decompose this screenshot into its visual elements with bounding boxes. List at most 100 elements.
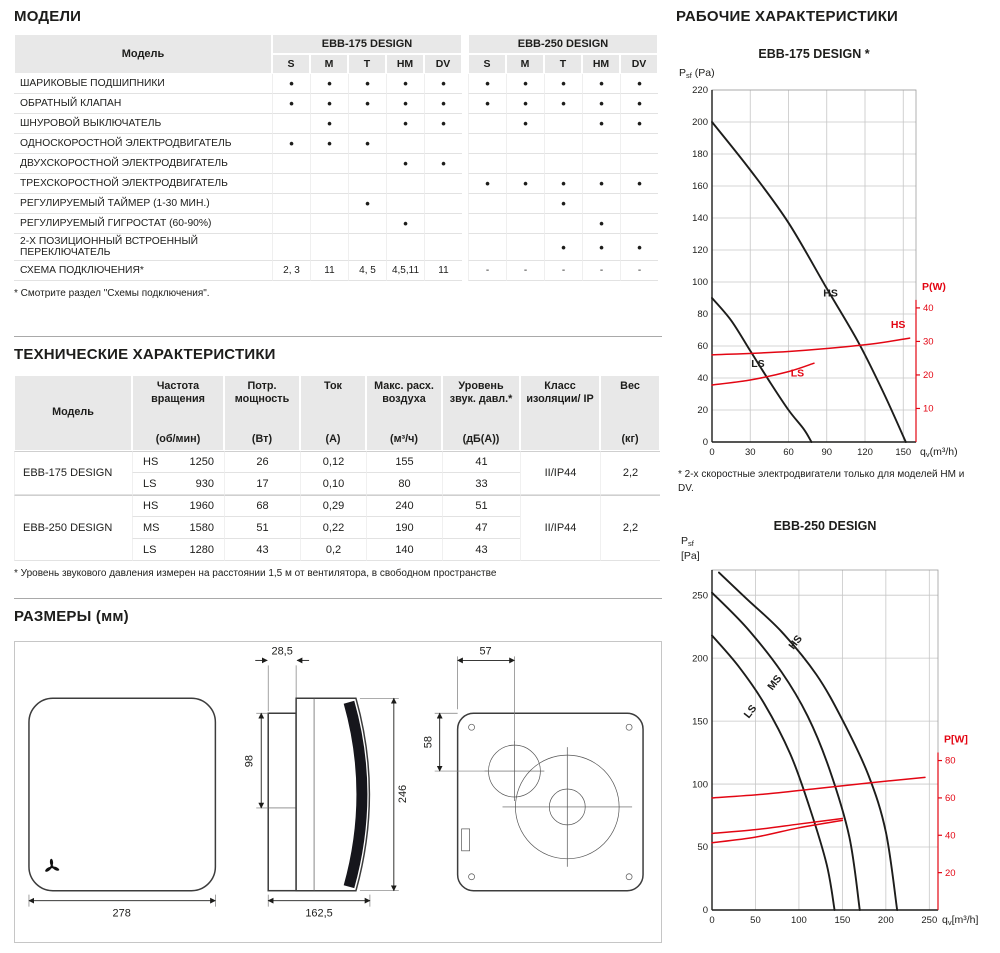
curve-power-power [711, 776, 926, 799]
curve-label-hs: HS [891, 319, 906, 331]
column-header-dv: DV [620, 54, 658, 74]
feature-value [272, 174, 310, 194]
feature-value [310, 234, 348, 261]
feature-label: ТРЕХСКОРОСТНОЙ ЭЛЕКТРОДВИГАТЕЛЬ [14, 174, 272, 194]
airflow-value: 240 [366, 495, 442, 517]
right-column: РАБОЧИЕ ХАРАКТЕРИСТИКИ 0 20 40 60 80 100 120 14… [676, 0, 998, 927]
current-value: 0,29 [300, 495, 366, 517]
x-tick-label: 200 [878, 915, 894, 926]
feature-dot: • [582, 234, 620, 261]
speed-rpm-cell: MS 1580 [132, 517, 224, 539]
weight-value: 2,2 [600, 451, 660, 495]
curve-label-hs: HS [823, 287, 838, 299]
feature-dot: • [468, 74, 506, 94]
y2-tick-label: 40 [945, 830, 956, 841]
tech-column-header: Класс изоляции/ IP [520, 375, 600, 451]
speed-label: HS [143, 456, 159, 468]
y-tick-label: 20 [697, 405, 708, 416]
y-tick-label: 0 [703, 905, 708, 916]
feature-value [272, 234, 310, 261]
chart-title: EBB-250 DESIGN [774, 519, 877, 533]
tech-column-header: Модель [14, 375, 132, 451]
feature-value [348, 214, 386, 234]
feature-row: РЕГУЛИРУЕМЫЙ ТАЙМЕР (1-30 МИН.) • • [14, 194, 658, 214]
feature-dot: • [272, 94, 310, 114]
tech-column-header: Потр. мощность (Вт) [224, 375, 300, 451]
curve-label-ls: LS [742, 703, 760, 721]
model-column-header: Модель [14, 34, 272, 74]
dim-side-bottom: 162,5 [305, 908, 332, 920]
feature-dot: • [506, 94, 544, 114]
tech-row: MS 1580 51 0,22 190 47 [14, 517, 660, 539]
group-gap [462, 174, 468, 194]
chart-ebb-175: 0 20 40 60 80 100 120 140 160 180 200 220 0 30 60 90 120… [679, 47, 958, 459]
column-header-m: M [506, 54, 544, 74]
chart-ebb-250: 0 50 100 150 200 250 0 50 100 150 200 250 20 40 60 80 P[… [681, 519, 979, 927]
feature-value [348, 174, 386, 194]
current-value: 0,10 [300, 473, 366, 495]
brand-fan-icon [45, 858, 60, 872]
feature-value [424, 194, 462, 214]
feature-value [386, 234, 424, 261]
dim-side-right: 246 [397, 785, 409, 803]
noise-value: 41 [442, 451, 520, 473]
rpm-value: 930 [195, 477, 214, 490]
feature-value [468, 234, 506, 261]
tech-row: LS 930 17 0,10 80 33 [14, 473, 660, 495]
dimensions-section-title: РАЗМЕРЫ (мм) [14, 608, 129, 625]
feature-label: ШНУРОВОЙ ВЫКЛЮЧАТЕЛЬ [14, 114, 272, 134]
feature-row: ШАРИКОВЫЕ ПОДШИПНИКИ • • • • • • • • • • [14, 74, 658, 94]
speed-rpm-cell: LS 930 [132, 473, 224, 495]
curve-power-power [711, 817, 844, 835]
feature-row: ДВУХСКОРОСТНОЙ ЭЛЕКТРОДВИГАТЕЛЬ • • [14, 154, 658, 174]
feature-label: 2-Х ПОЗИЦИОННЫЙ ВСТРОЕННЫЙ ПЕРЕКЛЮЧАТЕЛЬ [14, 234, 272, 261]
y-tick-label: 200 [692, 653, 708, 664]
tech-column-header: Вес (кг) [600, 375, 660, 451]
curve-ls-pressure [711, 634, 836, 911]
feature-value: - [468, 261, 506, 281]
feature-dot: • [348, 134, 386, 154]
feature-value [348, 234, 386, 261]
feature-dot: • [424, 154, 462, 174]
feature-dot: • [506, 114, 544, 134]
column-header-s: S [272, 54, 310, 74]
airflow-value: 155 [366, 451, 442, 473]
section-divider [14, 598, 662, 599]
feature-value [386, 134, 424, 154]
y-axis-unit: [Pa] [681, 550, 700, 562]
feature-value: 11 [310, 261, 348, 281]
tech-row: EBB-175 DESIGN HS 1250 26 0,12 155 41 II/IP44 2,… [14, 451, 660, 495]
chart-ebb-175-container: 0 20 40 60 80 100 120 140 160 180 200 220 0 30 60 90 120… [676, 42, 998, 471]
feature-dot: • [620, 174, 658, 194]
curve-ls-power [711, 362, 815, 386]
feature-dot: • [348, 94, 386, 114]
noise-value: 43 [442, 539, 520, 561]
feature-value: 4,5,11 [386, 261, 424, 281]
chart-title: EBB-175 DESIGN * [758, 47, 869, 61]
rpm-value: 1250 [189, 456, 214, 468]
curve-hs-pressure [718, 571, 899, 911]
column-header-t: T [544, 54, 582, 74]
tech-row: LS 1280 43 0,2 140 43 [14, 539, 660, 561]
y2-tick-label: 20 [945, 868, 956, 879]
group-gap [462, 194, 468, 214]
feature-dot: • [506, 74, 544, 94]
model-name: EBB-175 DESIGN [14, 451, 132, 495]
x-tick-label: 30 [745, 447, 756, 458]
x-tick-label: 0 [709, 915, 714, 926]
x-tick-label: 0 [709, 447, 714, 458]
feature-value [386, 174, 424, 194]
column-header-hm: HM [582, 54, 620, 74]
x-tick-label: 90 [821, 447, 832, 458]
feature-dot: • [620, 74, 658, 94]
y2-tick-label: 60 [945, 793, 956, 804]
feature-dot: • [386, 74, 424, 94]
feature-value [506, 134, 544, 154]
feature-dot: • [386, 94, 424, 114]
power-value: 17 [224, 473, 300, 495]
y-tick-label: 100 [692, 277, 708, 288]
noise-value: 33 [442, 473, 520, 495]
feature-dot: • [348, 74, 386, 94]
group-gap [462, 114, 468, 134]
